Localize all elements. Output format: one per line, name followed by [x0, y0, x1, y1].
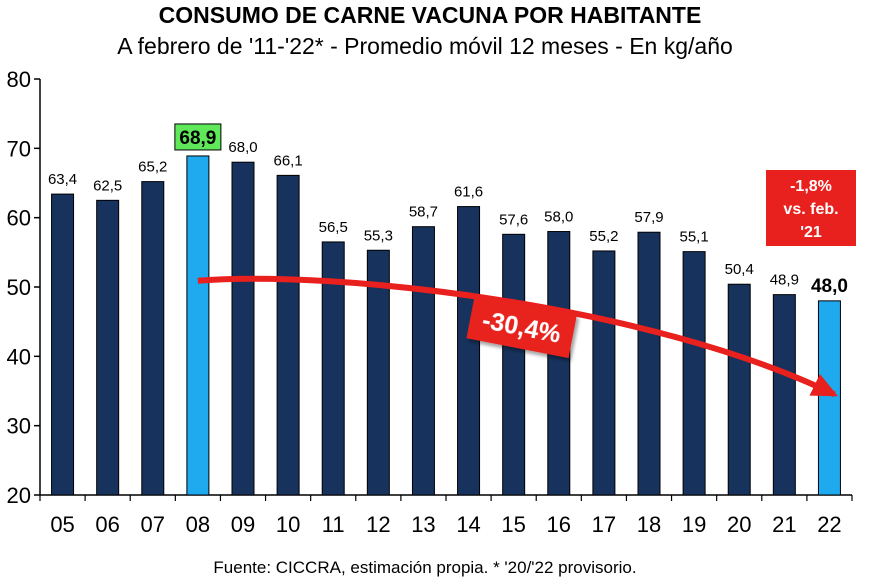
bar — [366, 249, 390, 496]
chart-title: CONSUMO DE CARNE VACUNA POR HABITANTE — [159, 2, 702, 28]
source-note: Fuente: CICCRA, estimación propia. * '20… — [213, 558, 636, 577]
data-label: 57,6 — [499, 211, 528, 228]
data-label: 50,4 — [725, 261, 754, 278]
bar — [186, 155, 210, 496]
callout-line-2: vs. feb. — [783, 201, 838, 218]
data-label: 55,1 — [680, 229, 709, 246]
data-label: 68,0 — [228, 139, 257, 156]
trend-badge: -30,4% — [466, 295, 577, 359]
bar — [321, 241, 345, 496]
max-label-bg — [174, 123, 222, 151]
trend-badge-bg — [466, 295, 577, 359]
x-tick-label: 13 — [411, 512, 435, 537]
bar — [411, 226, 435, 496]
data-label: 48,0 — [811, 276, 848, 297]
bar — [547, 231, 571, 496]
y-tick-label: 20 — [7, 483, 31, 508]
x-tick-label: 09 — [231, 512, 255, 537]
data-label: 58,7 — [409, 204, 438, 221]
data-label: 62,5 — [93, 177, 122, 194]
bar — [772, 294, 796, 496]
x-tick-label: 17 — [592, 512, 616, 537]
x-tick-label: 11 — [322, 512, 345, 537]
x-axis: 05 06 07 08 09 10 11 12 13 14 15 16 17 18 19 20 21 22 — [39, 494, 853, 537]
x-tick-label: 20 — [727, 512, 751, 537]
bar — [817, 300, 841, 496]
x-tick-label: 18 — [637, 512, 661, 537]
y-tick-label: 50 — [7, 275, 31, 300]
data-labels: 63,4 62,5 65,2 68,9 68,0 66,1 56,5 55,3 58,7 61,6… — [48, 123, 848, 297]
bar — [51, 193, 75, 496]
x-tick-label: 08 — [186, 512, 210, 537]
y-tick-label: 80 — [7, 67, 31, 92]
bar — [637, 231, 661, 496]
x-tick-label: 05 — [50, 512, 74, 537]
data-label: 56,5 — [319, 219, 348, 236]
y-tick-label: 70 — [7, 136, 31, 161]
x-tick-label: 21 — [772, 512, 796, 537]
data-label: 57,9 — [634, 209, 663, 226]
y-tick-label: 60 — [7, 206, 31, 231]
callout-box: -1,8% vs. feb. '21 — [766, 170, 856, 246]
data-label: 55,3 — [364, 227, 393, 244]
y-tick-label: 40 — [7, 344, 31, 369]
bars — [51, 155, 841, 496]
y-axis: 20 30 40 50 60 70 80 — [7, 67, 41, 508]
callout-bg — [766, 170, 856, 246]
x-tick-label: 19 — [682, 512, 706, 537]
data-label: 58,0 — [544, 209, 573, 226]
x-tick-label: 16 — [547, 512, 571, 537]
data-label: 68,9 — [179, 128, 216, 149]
bar — [727, 283, 751, 496]
x-tick-label: 14 — [456, 512, 480, 537]
data-label: 61,6 — [454, 184, 483, 201]
bar — [682, 251, 706, 496]
data-label: 65,2 — [138, 159, 167, 176]
callout-line-1: -1,8% — [790, 178, 832, 195]
data-label: 66,1 — [274, 152, 303, 169]
x-tick-label: 10 — [276, 512, 300, 537]
bar — [592, 250, 616, 496]
bar — [231, 161, 255, 496]
x-tick-label: 07 — [141, 512, 165, 537]
x-tick-label: 22 — [817, 512, 841, 537]
bar — [276, 174, 300, 496]
x-tick-label: 12 — [366, 512, 390, 537]
data-label: 63,4 — [48, 171, 77, 188]
x-tick-label: 06 — [95, 512, 119, 537]
bar — [502, 233, 526, 496]
x-tick-label: 15 — [501, 512, 525, 537]
callout-line-3: '21 — [800, 224, 822, 241]
data-label: 48,9 — [770, 272, 799, 289]
bar — [457, 206, 481, 496]
chart-subtitle: A febrero de '11-'22* - Promedio móvil 1… — [117, 33, 733, 59]
y-tick-label: 30 — [7, 414, 31, 439]
trend-annotation: -30,4% — [197, 275, 839, 398]
bar — [141, 181, 165, 496]
bar — [96, 199, 120, 496]
data-label: 55,2 — [589, 228, 618, 245]
